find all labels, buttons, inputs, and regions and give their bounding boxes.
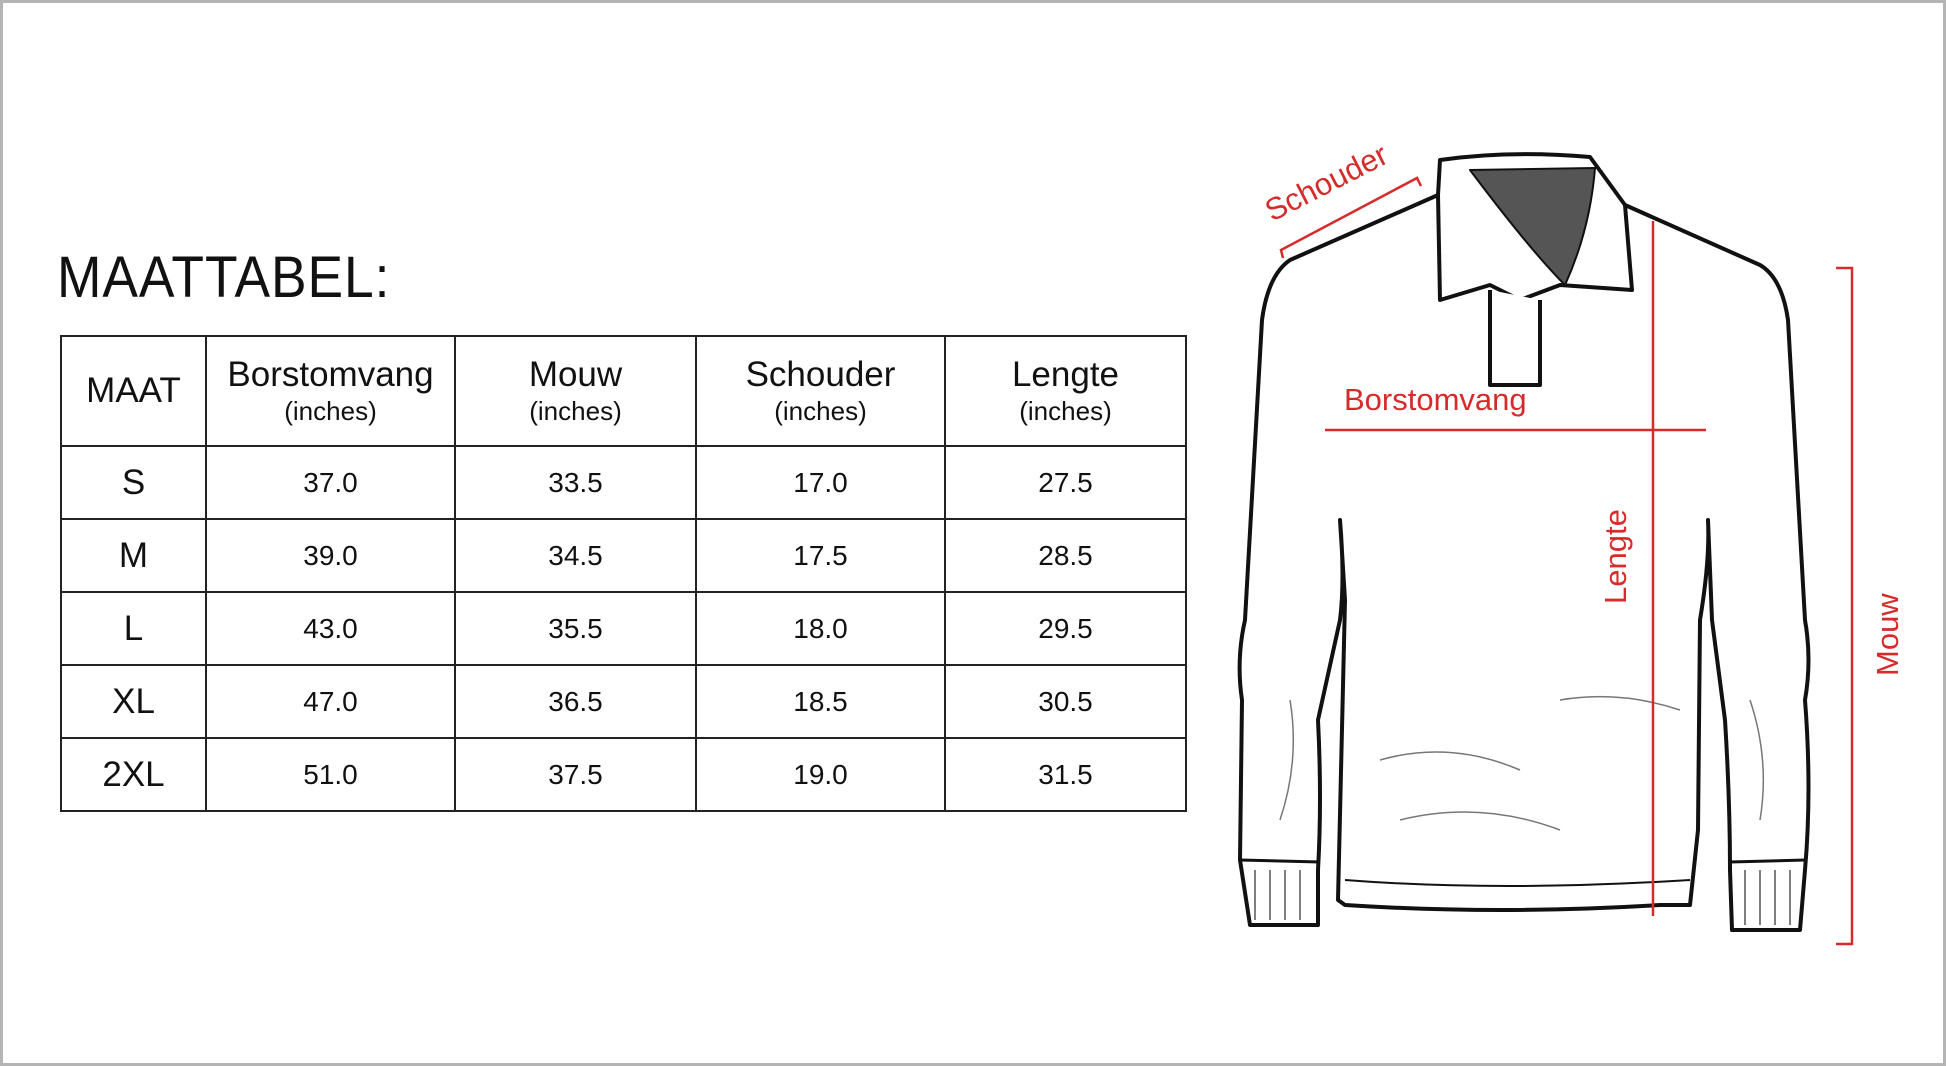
polo-shirt-illustration xyxy=(1237,152,1811,932)
cell-size: S xyxy=(60,445,207,520)
cell: 30.5 xyxy=(944,664,1187,739)
header-sleeve: Mouw (inches) xyxy=(454,335,697,447)
table-row: L 43.0 35.5 18.0 29.5 xyxy=(60,591,1187,666)
sleeve-bracket xyxy=(1836,266,1854,946)
cell: 18.0 xyxy=(695,591,946,666)
measurement-lines xyxy=(1279,176,1854,946)
cell-size: M xyxy=(60,518,207,593)
cell: 47.0 xyxy=(205,664,456,739)
cell: 43.0 xyxy=(205,591,456,666)
cell: 35.5 xyxy=(454,591,697,666)
cell: 37.0 xyxy=(205,445,456,520)
page-title: MAATTABEL: xyxy=(57,245,391,310)
header-shoulder: Schouder (inches) xyxy=(695,335,946,447)
cell: 28.5 xyxy=(944,518,1187,593)
cell: 37.5 xyxy=(454,737,697,812)
cell: 51.0 xyxy=(205,737,456,812)
cell: 17.5 xyxy=(695,518,946,593)
cell: 39.0 xyxy=(205,518,456,593)
cell: 27.5 xyxy=(944,445,1187,520)
cell: 19.0 xyxy=(695,737,946,812)
header-chest: Borstomvang (inches) xyxy=(205,335,456,447)
chest-label: Borstomvang xyxy=(1344,382,1527,417)
table-row: XL 47.0 36.5 18.5 30.5 xyxy=(60,664,1187,739)
cell: 31.5 xyxy=(944,737,1187,812)
cell-size: L xyxy=(60,591,207,666)
table-row: 2XL 51.0 37.5 19.0 31.5 xyxy=(60,737,1187,812)
header-size: MAAT xyxy=(60,335,207,447)
cell: 36.5 xyxy=(454,664,697,739)
cell: 17.0 xyxy=(695,445,946,520)
cell: 29.5 xyxy=(944,591,1187,666)
size-table: MAAT Borstomvang (inches) Mouw (inches) Sc… xyxy=(60,335,1187,812)
cell-size: 2XL xyxy=(60,737,207,812)
header-length: Lengte (inches) xyxy=(944,335,1187,447)
shoulder-label: Schouder xyxy=(1259,137,1393,228)
table-header-row: MAAT Borstomvang (inches) Mouw (inches) Sc… xyxy=(60,335,1187,447)
table-row: S 37.0 33.5 17.0 27.5 xyxy=(60,445,1187,520)
cell: 33.5 xyxy=(454,445,697,520)
cell: 34.5 xyxy=(454,518,697,593)
sleeve-label: Mouw xyxy=(1870,593,1905,676)
cell-size: XL xyxy=(60,664,207,739)
table-row: M 39.0 34.5 17.5 28.5 xyxy=(60,518,1187,593)
shoulder-bracket xyxy=(1279,176,1423,259)
length-label: Lengte xyxy=(1598,509,1633,604)
cell: 18.5 xyxy=(695,664,946,739)
